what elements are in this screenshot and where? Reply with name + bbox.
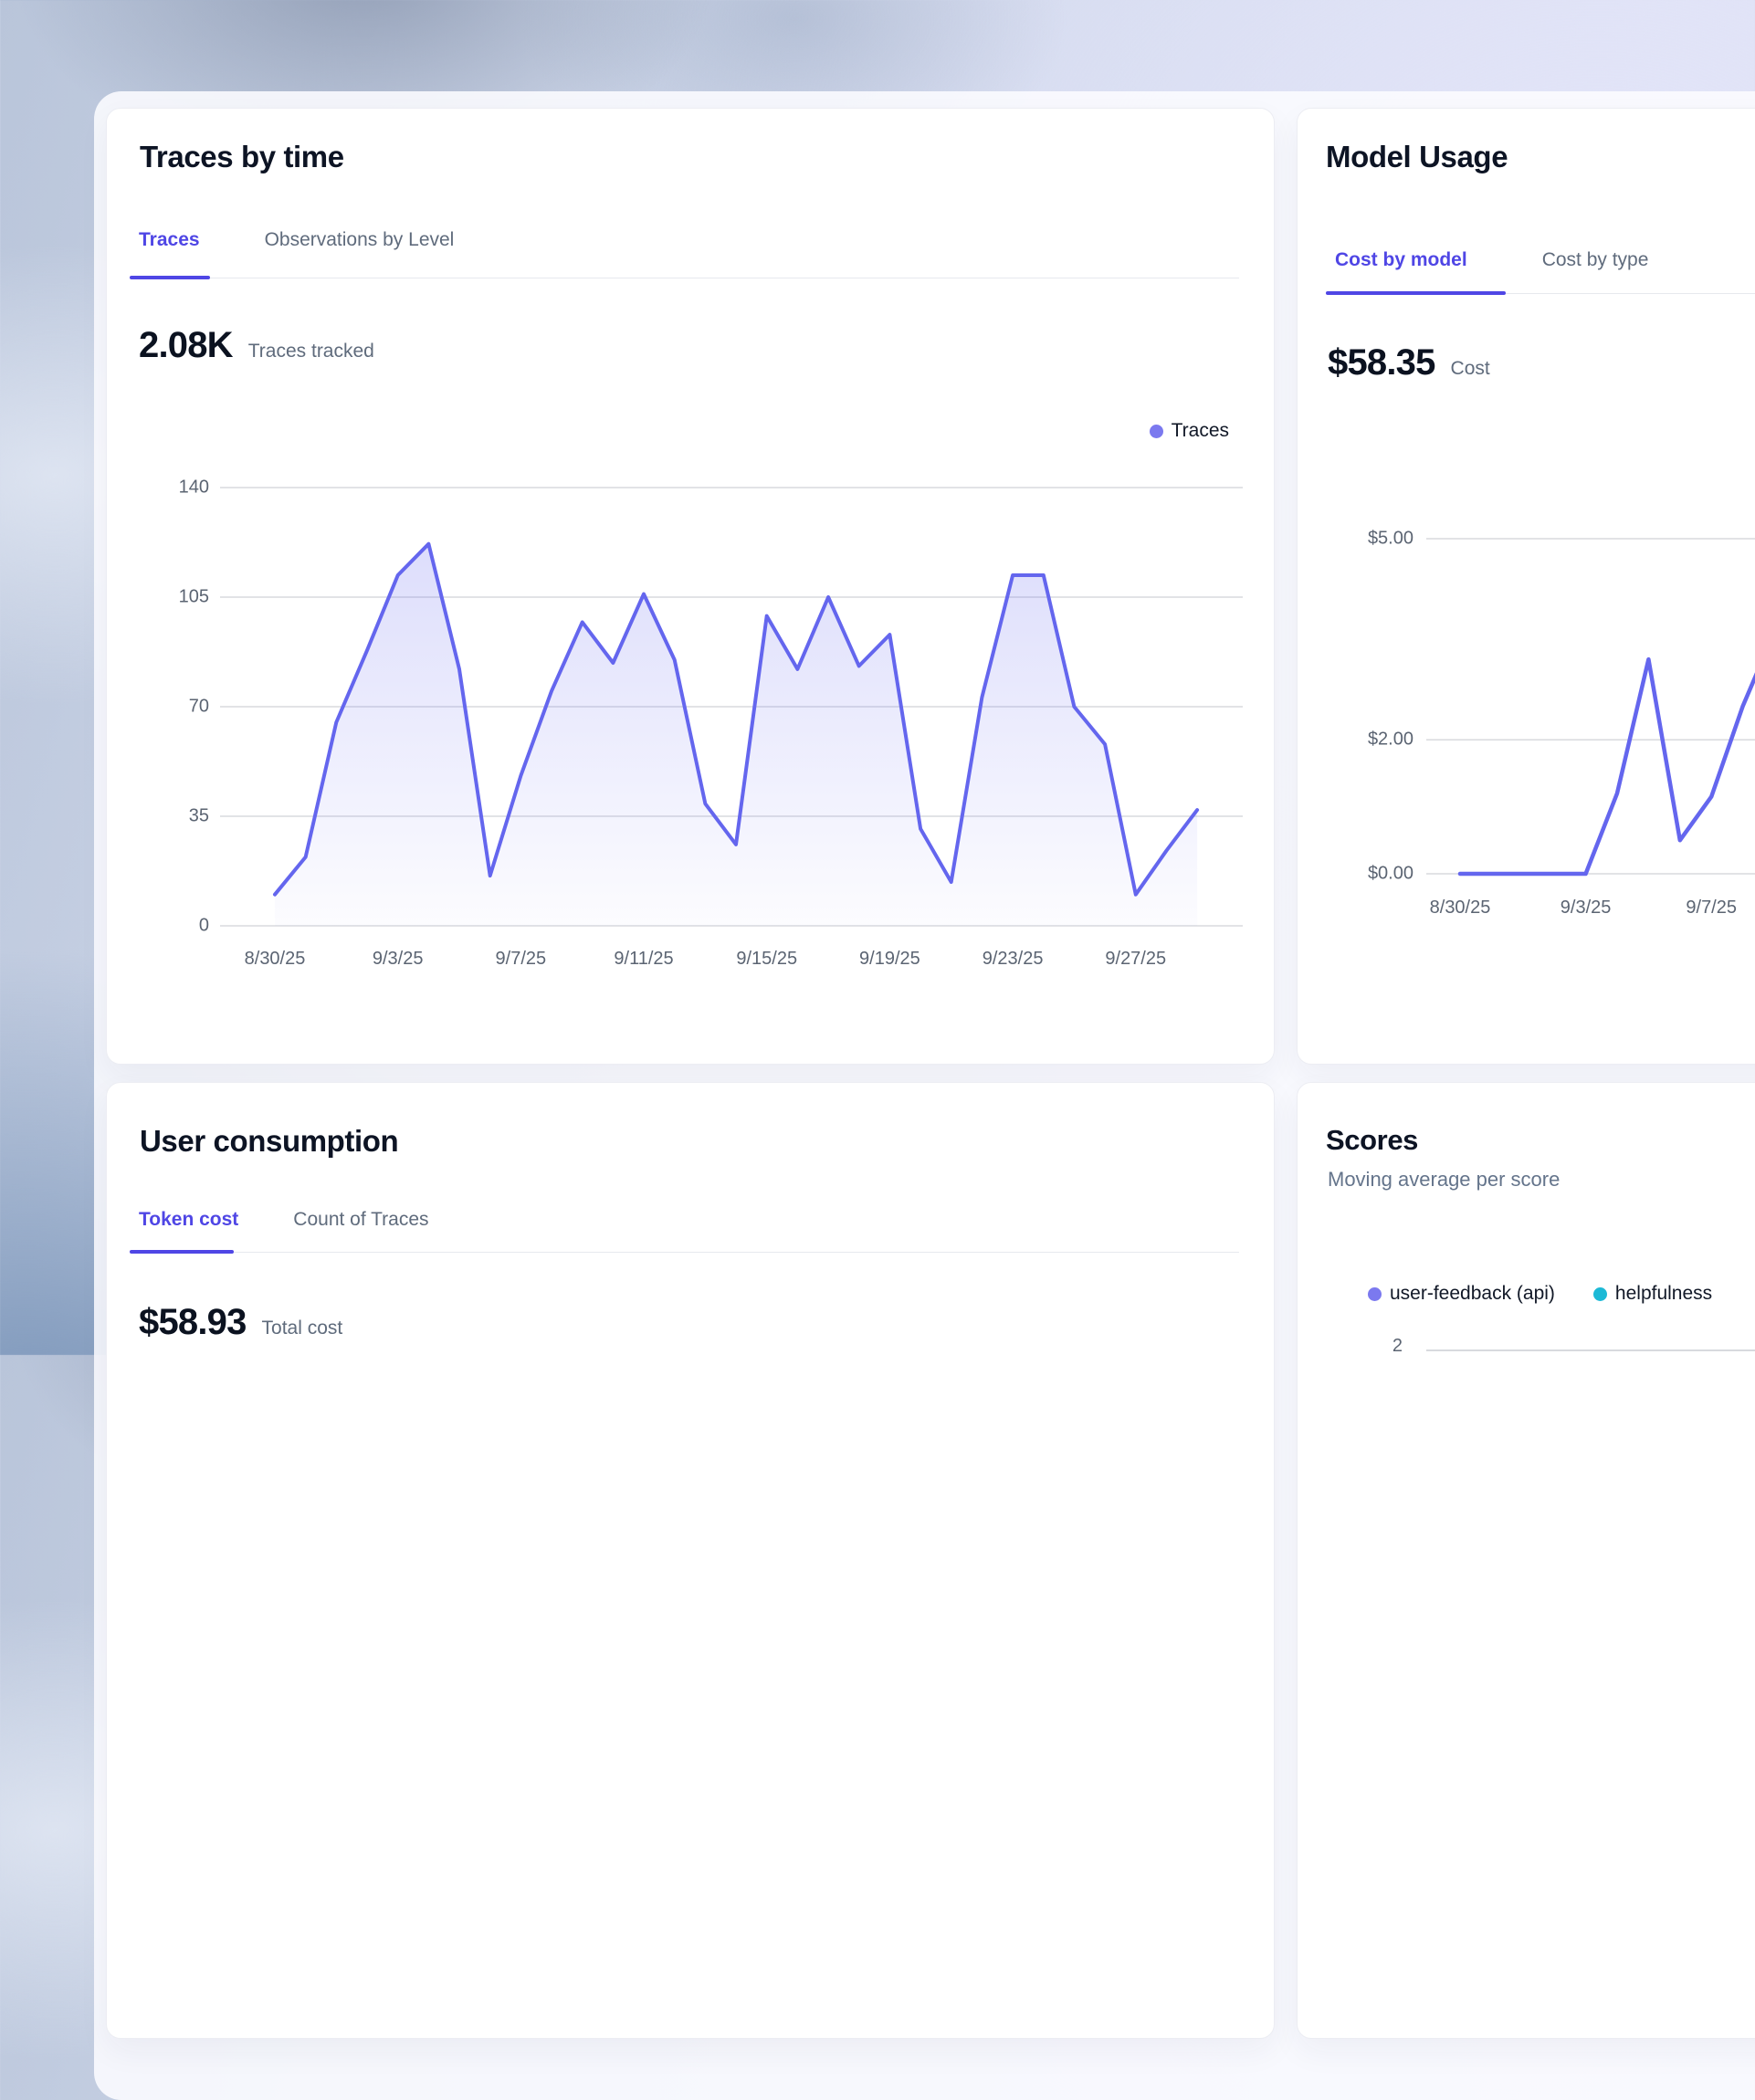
card-scores: Scores Moving average per score user-fee… <box>1297 1082 1755 2039</box>
card-model-usage: Model Usage Cost by model Cost by type $… <box>1297 108 1755 1065</box>
model-usage-line-chart[interactable] <box>1426 524 1755 926</box>
tab-traces[interactable]: Traces <box>139 229 200 250</box>
scores-y-tick: 2 <box>1392 1336 1403 1356</box>
scores-gridline <box>1426 1349 1755 1351</box>
helpfulness-legend-label: helpfulness <box>1614 1283 1713 1304</box>
traces-stat-label: Traces tracked <box>247 341 374 362</box>
tab-cost-by-type[interactable]: Cost by type <box>1541 249 1649 270</box>
user-consumption-tabs: Token cost Count of Traces <box>130 1203 1239 1254</box>
card-user-consumption: User consumption Token cost Count of Tra… <box>106 1082 1275 2039</box>
user-feedback-legend-dot-icon <box>1368 1286 1382 1301</box>
tab-count-of-traces[interactable]: Count of Traces <box>293 1209 429 1230</box>
tabs-divider <box>130 277 1239 278</box>
model-usage-stat: $58.35 Cost <box>1328 339 1490 386</box>
card-traces-by-time: Traces by time Traces Observations by Le… <box>106 108 1275 1065</box>
user-feedback-legend-label: user-feedback (api) <box>1390 1283 1555 1304</box>
helpfulness-legend-dot-icon <box>1592 1286 1607 1301</box>
traces-area-chart[interactable] <box>220 483 1243 940</box>
card-title-model-usage: Model Usage <box>1326 140 1508 173</box>
user-consumption-stat: $58.93 Total cost <box>139 1298 342 1346</box>
user-consumption-stat-value: $58.93 <box>139 1302 247 1342</box>
model-usage-tabs: Cost by model Cost by type <box>1326 244 1755 295</box>
traces-legend-dot-icon <box>1149 424 1163 438</box>
model-usage-y-axis: $0.00 $2.00 $5.00 <box>1367 528 1413 884</box>
active-tab-underline <box>1326 290 1506 295</box>
traces-stat: 2.08K Traces tracked <box>139 321 374 369</box>
scores-subtitle: Moving average per score <box>1328 1168 1561 1191</box>
tab-token-cost[interactable]: Token cost <box>139 1209 239 1230</box>
active-tab-underline <box>130 275 210 279</box>
tab-observations-by-level[interactable]: Observations by Level <box>264 229 455 250</box>
card-title-scores: Scores <box>1326 1124 1418 1156</box>
traces-legend-label: Traces <box>1171 420 1229 441</box>
legend-item-user-feedback[interactable]: user-feedback (api) <box>1368 1283 1555 1305</box>
tab-cost-by-model[interactable]: Cost by model <box>1335 249 1467 270</box>
legend-item-traces[interactable]: Traces <box>1149 420 1229 442</box>
model-usage-x-axis: 8/30/25 9/3/25 9/7/25 <box>1429 898 1737 918</box>
model-usage-stat-value: $58.35 <box>1328 342 1435 383</box>
dashboard-container: Traces by time Traces Observations by Le… <box>94 91 1755 2100</box>
active-tab-underline <box>130 1249 234 1254</box>
traces-stat-value: 2.08K <box>139 325 234 365</box>
tabs-divider <box>130 1251 1239 1253</box>
traces-tabs: Traces Observations by Level <box>130 224 1239 279</box>
user-consumption-stat-label: Total cost <box>261 1318 343 1339</box>
card-title-traces-by-time: Traces by time <box>140 140 344 173</box>
card-title-user-consumption: User consumption <box>140 1124 399 1158</box>
traces-chart-legend: Traces <box>1149 420 1229 442</box>
model-usage-stat-label: Cost <box>1450 358 1490 379</box>
traces-y-axis: 0 35 70 105 140 <box>178 477 209 936</box>
legend-item-helpfulness[interactable]: helpfulness <box>1592 1283 1713 1305</box>
traces-x-axis: 8/30/25 9/3/25 9/7/25 9/11/25 9/15/25 9/19/25… <box>244 949 1167 969</box>
scores-chart-legend: user-feedback (api) helpfulness <box>1368 1283 1712 1305</box>
tabs-divider <box>1326 292 1755 294</box>
